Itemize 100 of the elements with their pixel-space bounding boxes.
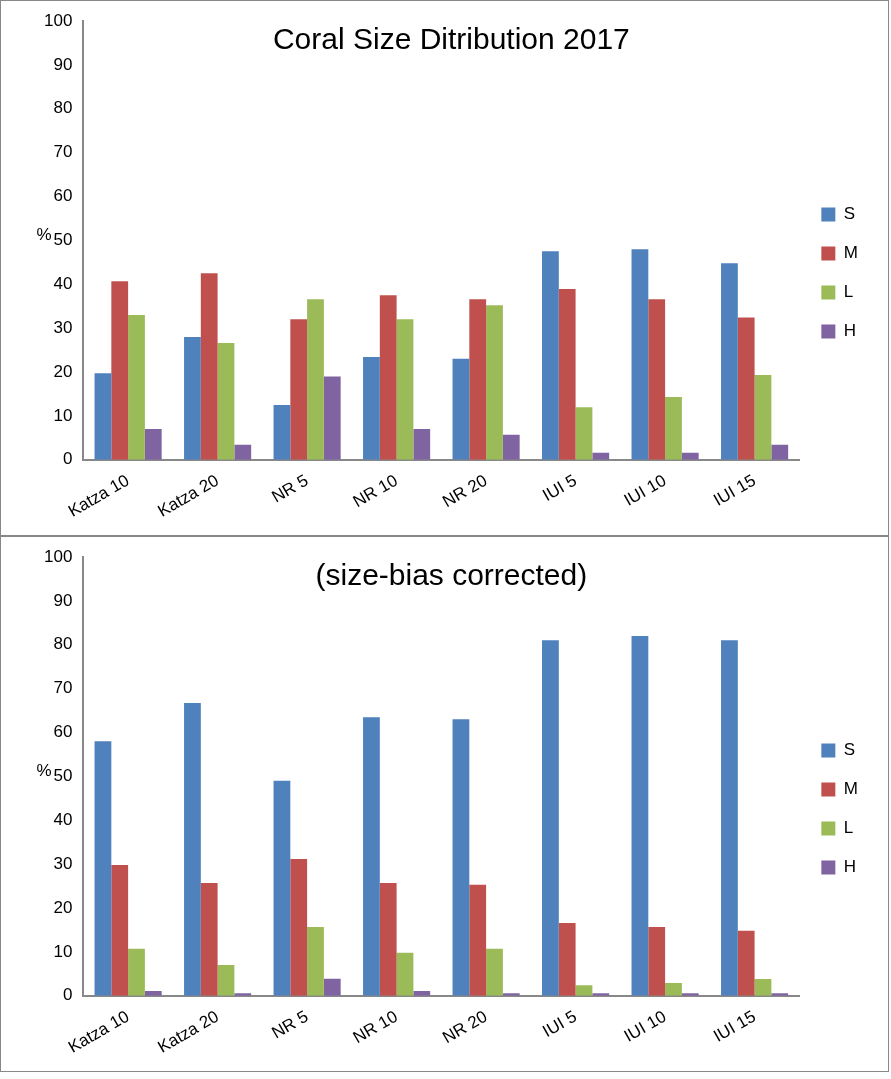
- bar: [648, 299, 666, 460]
- bar: [575, 407, 593, 460]
- y-tick-label: 80: [53, 634, 73, 654]
- y-tick-label: 40: [53, 273, 73, 293]
- x-tick-label: Katza 10: [64, 470, 133, 521]
- bar: [307, 299, 324, 460]
- y-tick-label: 60: [53, 186, 73, 206]
- x-tick-label: NR 10: [349, 1006, 401, 1048]
- bar: [323, 978, 341, 996]
- bar: [379, 295, 397, 460]
- bar: [452, 358, 470, 460]
- legend-label: M: [843, 243, 859, 263]
- bar: [290, 858, 308, 996]
- bar: [486, 305, 503, 460]
- bar: [396, 319, 414, 460]
- y-tick-label: 70: [53, 678, 73, 698]
- y-tick-label: 50: [53, 766, 73, 786]
- y-tick-label: 60: [53, 722, 73, 742]
- bar: [754, 979, 772, 996]
- bar: [307, 926, 324, 996]
- bar: [111, 865, 129, 996]
- bar: [184, 336, 201, 460]
- y-tick-label: 90: [53, 590, 73, 610]
- x-tick-label: Katza 10: [64, 1006, 133, 1057]
- bar: [737, 930, 755, 996]
- y-tick-label: 30: [53, 853, 73, 873]
- bar: [273, 780, 291, 996]
- x-tick-label: IUI 10: [620, 470, 670, 510]
- x-tick-label: Katza 20: [154, 1006, 222, 1057]
- bar: [363, 357, 380, 460]
- y-axis-title: %: [36, 225, 52, 245]
- y-tick-label: 0: [62, 449, 73, 469]
- bar: [111, 281, 129, 460]
- bar: [363, 717, 380, 996]
- y-tick-label: 30: [53, 317, 73, 337]
- legend-label: H: [843, 857, 857, 877]
- bar: [217, 965, 235, 996]
- bar: [542, 251, 559, 460]
- legend-label: H: [843, 321, 857, 341]
- bar: [721, 640, 738, 996]
- bar: [631, 635, 649, 996]
- y-tick-label: 50: [53, 230, 73, 250]
- legend-label: M: [843, 779, 859, 799]
- bar: [542, 640, 559, 996]
- bar: [469, 299, 487, 460]
- x-tick-label: IUI 5: [539, 470, 580, 506]
- bar: [631, 249, 649, 460]
- bar: [144, 429, 162, 460]
- bar: [648, 926, 666, 996]
- bar: [665, 397, 682, 460]
- x-tick-label: IUI 5: [539, 1006, 580, 1042]
- bar: [234, 444, 252, 460]
- legend-label: L: [843, 818, 854, 838]
- x-tick-label: IUI 10: [620, 1006, 670, 1046]
- bar: [94, 741, 112, 996]
- y-tick-label: 0: [62, 985, 73, 1005]
- bar: [200, 273, 218, 460]
- chart-title: Coral Size Ditribution 2017: [272, 22, 630, 56]
- bar: [128, 314, 145, 460]
- x-tick-label: NR 5: [268, 470, 312, 507]
- bar: [721, 263, 738, 460]
- bar: [200, 883, 218, 996]
- bar: [323, 376, 341, 460]
- x-tick-label: IUI 15: [710, 1006, 759, 1046]
- y-tick-label: 100: [43, 10, 73, 30]
- bar: [413, 429, 431, 460]
- bar: [396, 952, 414, 996]
- bar: [575, 985, 593, 996]
- bar: [217, 343, 235, 460]
- legend-label: S: [843, 204, 856, 224]
- y-tick-label: 20: [53, 897, 73, 917]
- x-tick-label: IUI 15: [710, 470, 759, 510]
- bar: [128, 948, 145, 996]
- bar: [486, 948, 503, 996]
- chart-title: (size-bias corrected): [315, 558, 588, 592]
- bar: [502, 434, 520, 460]
- y-tick-label: 20: [53, 361, 73, 381]
- bar: [558, 289, 576, 460]
- y-tick-label: 10: [53, 405, 73, 425]
- bar: [290, 319, 308, 460]
- x-tick-label: Katza 20: [154, 470, 222, 521]
- x-tick-label: NR 10: [349, 470, 401, 512]
- legend-label: L: [843, 282, 854, 302]
- y-tick-label: 80: [53, 98, 73, 118]
- bar: [771, 444, 789, 460]
- bar: [737, 317, 755, 460]
- y-tick-label: 40: [53, 809, 73, 829]
- y-axis-title: %: [36, 761, 52, 781]
- bar: [94, 373, 112, 460]
- legend-label: S: [843, 740, 856, 760]
- bar: [665, 983, 682, 996]
- x-tick-label: NR 20: [439, 1006, 491, 1048]
- y-tick-label: 90: [53, 54, 73, 74]
- x-tick-label: NR 20: [439, 470, 491, 512]
- bar: [754, 375, 772, 460]
- bar: [273, 404, 291, 460]
- bar: [379, 883, 397, 996]
- bar: [452, 719, 470, 996]
- y-tick-label: 70: [53, 142, 73, 162]
- bar: [558, 922, 576, 996]
